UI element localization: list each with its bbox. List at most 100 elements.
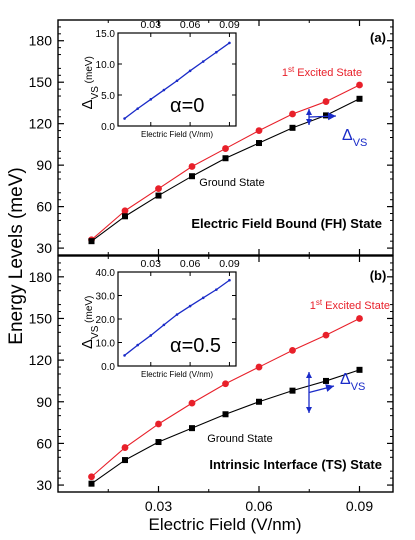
excited-state-point [222, 380, 229, 388]
y-tick-label: 90 [36, 394, 52, 410]
inset-point [149, 98, 153, 101]
inset-plot: 0.0 10.0 20.0 30.0 40.0 0.03 0.06 0.09 Electric … [79, 258, 240, 379]
inset-point [123, 354, 126, 357]
excited-state-label: 1st Excited State [282, 65, 362, 80]
state-annotation: Intrinsic Interface (TS) State [209, 457, 382, 472]
inset-point [215, 50, 218, 54]
inset-x-label: Electric Field (V/nm) [141, 130, 213, 139]
ground-state-point [323, 377, 329, 384]
inset-y-tick-label: 15.0 [96, 29, 116, 40]
excited-state-point [255, 127, 263, 134]
inset-y-tick-label: 0.0 [101, 122, 115, 133]
inset-point [175, 79, 179, 83]
inset-point [136, 343, 139, 347]
inset-y-tick-label: 10.0 [96, 339, 116, 350]
y-tick-label: 120 [29, 116, 53, 132]
ground-state-point [323, 112, 329, 119]
inset-y-tick-label: 20.0 [96, 315, 116, 326]
delta-vs-label: ΔVS [340, 371, 365, 393]
inset-point [201, 60, 205, 63]
panel-b: 30 60 90 120 150 180 0.03 0.06 0.09 1st Excited S… [29, 255, 394, 514]
ground-state-point [356, 366, 363, 373]
y-tick-label: 150 [29, 310, 53, 326]
ground-state-point [256, 398, 262, 405]
y-tick-label: 90 [36, 157, 52, 173]
inset-y-label-sub: VS [90, 86, 101, 100]
delta-vs-label: ΔVS [342, 127, 367, 149]
ground-state-point [289, 387, 296, 394]
ground-state-point [155, 439, 162, 446]
inset-y-label: ΔVS (meV) [79, 56, 101, 109]
excited-label-text: Excited State [322, 300, 390, 312]
excited-label-sup: st [316, 298, 323, 307]
y-tick-label: 180 [29, 269, 53, 285]
ground-state-point [88, 238, 95, 245]
ground-state-label: Ground State [199, 177, 264, 189]
delta-subscript: VS [353, 137, 368, 149]
x-tick-label: 0.09 [346, 498, 373, 514]
excited-label-num: 1 [282, 67, 288, 79]
excited-state-point [155, 420, 162, 428]
panel-label: (b) [370, 268, 387, 283]
inset-point [162, 88, 166, 92]
inset-x-tick-label: 0.03 [141, 258, 162, 270]
inset-y-label-delta: Δ [79, 339, 96, 349]
y-tick-label: 180 [29, 33, 53, 49]
y-tick-label: 60 [36, 199, 52, 215]
y-axis-label: Energy Levels (meV) [6, 167, 27, 344]
x-axis-label: Electric Field (V/nm) [148, 515, 301, 534]
ground-state-point [122, 457, 128, 464]
delta-vs-pointer-head [327, 112, 336, 121]
inset-x-tick-label: 0.09 [219, 258, 240, 270]
excited-state-point [222, 145, 229, 152]
excited-state-label: 1st Excited State [310, 298, 390, 313]
inset-y-label-unit: (meV) [84, 56, 95, 86]
inset-y-label: ΔVS (meV) [79, 296, 101, 349]
excited-state-point [188, 399, 196, 407]
ground-state-point [122, 213, 128, 220]
inset-point [201, 296, 205, 300]
inset-point [175, 313, 179, 316]
excited-label-sup: st [288, 65, 295, 74]
ground-state-point [256, 140, 262, 147]
ground-state-point [356, 95, 363, 102]
inset-frame [117, 271, 237, 367]
inset-y-tick-label: 5.0 [101, 91, 115, 102]
ground-state-label: Ground State [207, 433, 272, 445]
inset-point [228, 278, 231, 282]
excited-state-point [121, 207, 129, 215]
inset-x-label: Electric Field (V/nm) [141, 370, 213, 379]
ground-state-point [222, 155, 229, 162]
excited-state-point [356, 315, 363, 322]
inset-point [123, 117, 126, 120]
inset-y-tick-label: 0.0 [101, 362, 115, 373]
excited-state-point [322, 331, 330, 339]
ground-state-point [189, 173, 195, 180]
inset-x-tick-label: 0.03 [141, 19, 162, 31]
y-tick-label: 150 [29, 74, 53, 90]
inset-y-label-sub: VS [90, 325, 101, 339]
excited-state-point [155, 185, 162, 193]
excited-state-point [121, 444, 129, 451]
inset-point [149, 334, 153, 337]
inset-y-tick-label: 30.0 [96, 292, 116, 303]
ground-state-point [189, 425, 195, 432]
inset-y-label-delta: Δ [79, 99, 96, 109]
ground-state-point [222, 411, 229, 418]
inset-point [136, 107, 139, 110]
excited-state-point [255, 363, 263, 371]
excited-label-text: Excited State [294, 67, 362, 79]
delta-vs-arrowhead-bottom [306, 119, 312, 125]
inset-point [215, 288, 218, 291]
inset-point [162, 323, 166, 327]
panel-a: 30 60 90 120 150 180 1st Excited State Ground S… [29, 19, 394, 256]
x-tick-label: 0.06 [245, 498, 272, 514]
y-tick-label: 30 [36, 477, 52, 493]
inset-x-tick-label: 0.09 [219, 19, 240, 31]
inset-point [188, 69, 192, 73]
delta-vs-arrowhead-top [306, 372, 312, 378]
excited-state-point [289, 347, 296, 354]
inset-x-tick-label: 0.06 [180, 258, 201, 270]
ground-state-point [88, 480, 95, 487]
ground-state-point [289, 124, 296, 131]
